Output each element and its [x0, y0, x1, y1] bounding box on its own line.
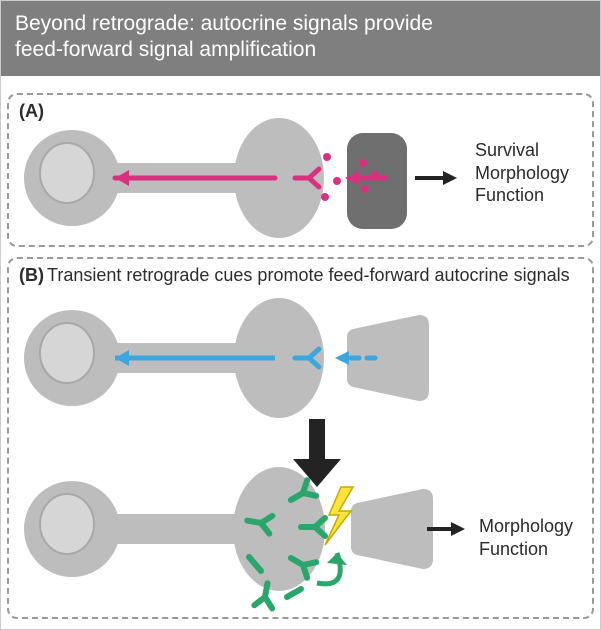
- panel-b-subtitle: Transient retrograde cues promote feed-f…: [47, 265, 570, 286]
- side-text-function-a: Function: [475, 184, 569, 207]
- panel-a: (A): [7, 93, 594, 247]
- panel-b-label: (B): [19, 265, 44, 286]
- side-text-survival: Survival: [475, 139, 569, 162]
- outcome-arrow-a: [415, 171, 457, 185]
- side-text-morphology-a: Morphology: [475, 162, 569, 185]
- target-cell-b2: [351, 489, 433, 569]
- figure-frame: Beyond retrograde: autocrine signals pro…: [0, 0, 601, 630]
- neuron-b2: [24, 467, 325, 591]
- title-line-2: feed-forward signal amplification: [15, 37, 586, 63]
- panel-b: (B) Transient retrograde cues promote fe…: [7, 257, 594, 619]
- title-line-1: Beyond retrograde: autocrine signals pro…: [15, 11, 586, 37]
- title-bar: Beyond retrograde: autocrine signals pro…: [1, 1, 600, 76]
- autocrine-loop-arrow: [317, 553, 347, 584]
- panel-b-side-text: Morphology Function: [479, 515, 573, 560]
- panel-b-bottom-diagram: [17, 467, 477, 617]
- panel-a-side-text: Survival Morphology Function: [475, 139, 569, 207]
- side-text-function-b: Function: [479, 538, 573, 561]
- lightning-icon: [325, 487, 353, 545]
- side-text-morphology-b: Morphology: [479, 515, 573, 538]
- panel-b-top-diagram: [17, 293, 477, 423]
- panel-a-diagram: [17, 113, 477, 243]
